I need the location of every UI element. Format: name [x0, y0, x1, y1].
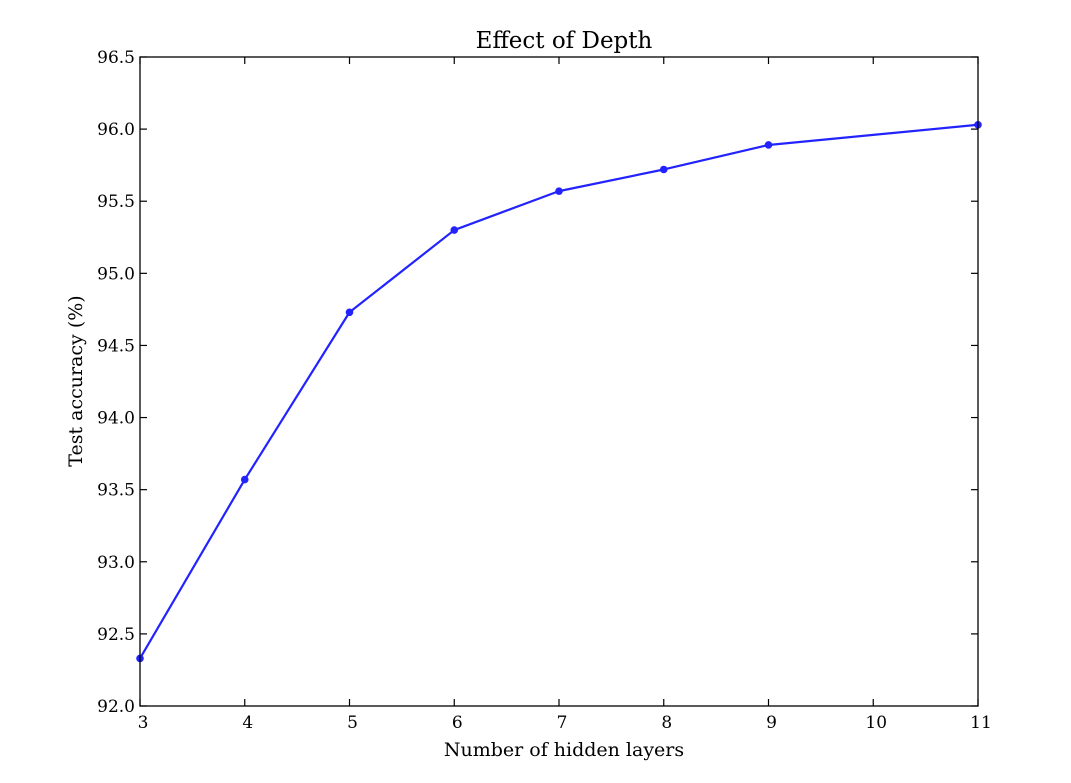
x-tick-label: 5	[347, 713, 358, 733]
y-tick-label: 92.5	[97, 625, 135, 645]
x-tick-label: 11	[970, 713, 992, 733]
y-tick-label: 96.0	[97, 120, 135, 140]
y-tick-label: 94.0	[97, 409, 135, 429]
data-point-x4	[240, 475, 249, 484]
x-tick-label: 8	[661, 713, 672, 733]
x-tick-label: 10	[865, 713, 887, 733]
data-point-x8	[659, 165, 668, 174]
x-tick-label: 4	[242, 713, 253, 733]
y-tick-label: 95.0	[97, 264, 135, 284]
data-point-x5	[345, 308, 354, 317]
data-point-x7	[555, 187, 563, 195]
x-axis-label: Number of hidden layers	[444, 739, 684, 761]
x-tick-label: 7	[557, 713, 568, 733]
series-line-0	[139, 123, 979, 659]
y-tick-label: 93.0	[97, 553, 135, 573]
x-tick-label: 3	[138, 713, 149, 733]
plot-area-frame	[139, 56, 979, 707]
data-point-x6	[450, 226, 459, 234]
y-tick-label: 96.5	[97, 48, 135, 68]
data-point-x9	[764, 141, 773, 149]
x-tick-label: 9	[766, 713, 777, 733]
y-axis-label: Test accuracy (%)	[65, 295, 87, 466]
y-tick-label: 92.0	[97, 697, 135, 717]
x-tick-label: 6	[452, 713, 463, 733]
y-tick-label: 95.5	[97, 192, 135, 212]
tick-labels: 3 4 5 6 7 8 9 10 11 92.0 92.5 93.0 93.5 94.0 94.5 95.0 9…	[97, 48, 992, 733]
chart-title: Effect of Depth	[476, 28, 653, 54]
y-tick-label: 94.5	[97, 336, 135, 356]
y-tick-label: 93.5	[97, 481, 135, 501]
